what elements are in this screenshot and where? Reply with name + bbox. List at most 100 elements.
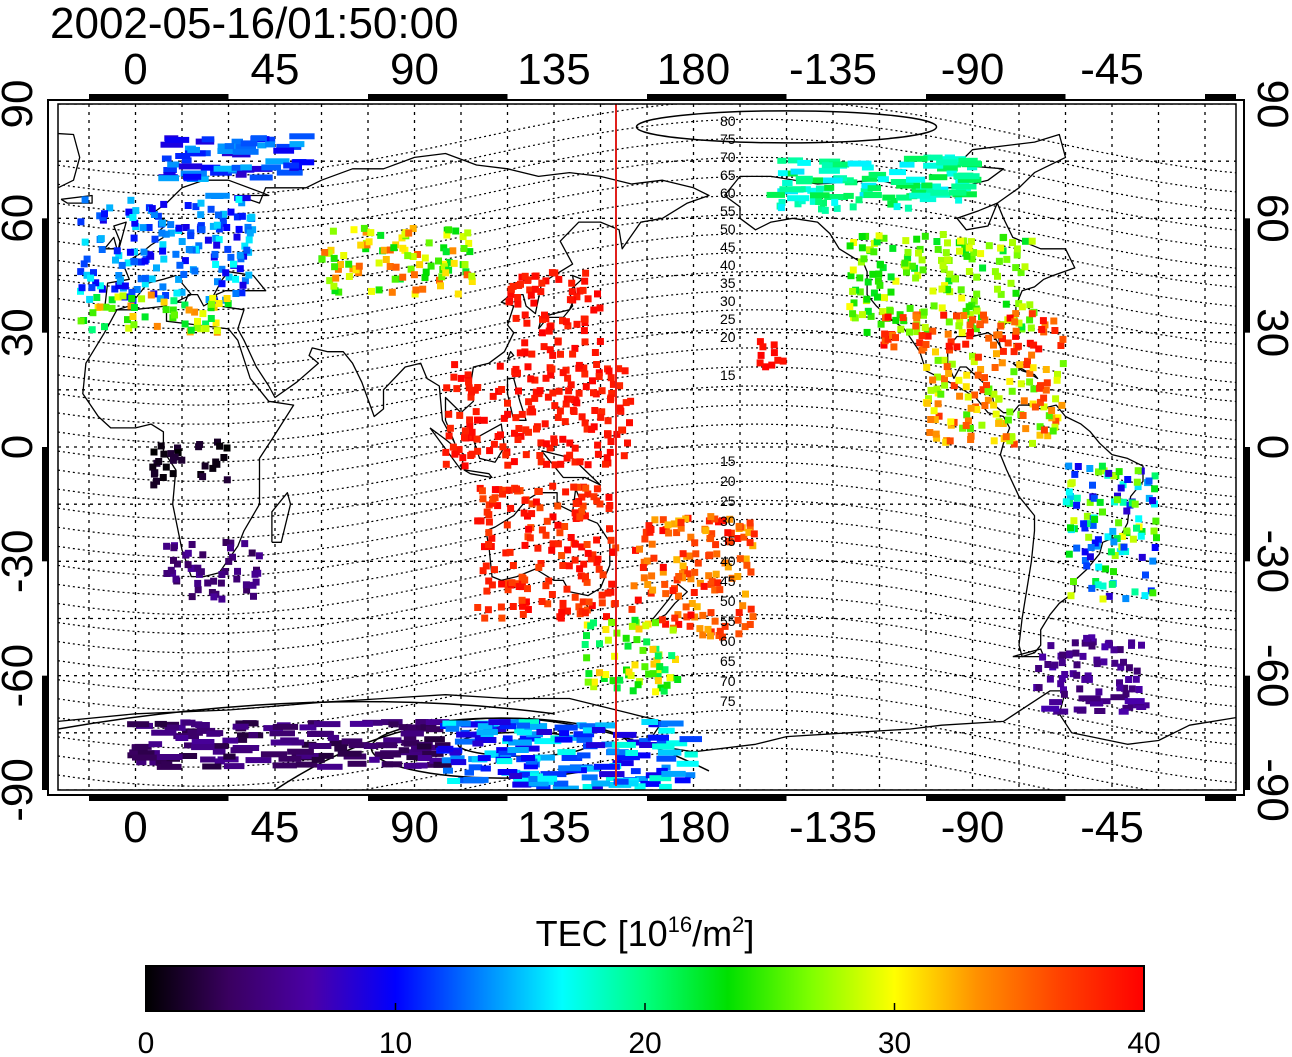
tec-point — [944, 239, 951, 247]
tec-point — [521, 541, 529, 549]
tec-point — [742, 590, 749, 598]
tec-point — [942, 249, 950, 257]
tec-point — [654, 677, 662, 685]
tec-point — [716, 586, 724, 594]
tec-point — [525, 525, 533, 533]
tec-point — [1133, 667, 1141, 675]
tec-point — [564, 607, 571, 615]
tec-point — [1105, 592, 1113, 600]
tec-point — [188, 541, 196, 548]
tec-point — [567, 534, 575, 541]
tec-point — [461, 427, 469, 435]
tec-point — [656, 740, 667, 746]
tec-point — [313, 721, 341, 728]
tec-point — [829, 161, 850, 168]
tec-point — [477, 755, 491, 762]
tec-point — [172, 250, 180, 258]
tec-point — [437, 282, 444, 290]
tec-point — [182, 719, 196, 726]
tec-point — [232, 148, 259, 155]
tec-point — [596, 304, 604, 312]
tec-point — [682, 515, 690, 523]
tec-point — [1021, 263, 1029, 271]
tec-point — [442, 248, 450, 256]
tec-point — [604, 417, 612, 425]
frame-bar — [647, 795, 787, 801]
tec-point — [1074, 463, 1082, 470]
tec-point — [1004, 416, 1012, 424]
tec-point — [965, 244, 973, 252]
tec-point — [156, 754, 183, 760]
tec-point — [248, 732, 258, 738]
tec-point — [899, 314, 907, 322]
tec-point — [511, 429, 518, 437]
inner-frame — [57, 103, 1237, 791]
tec-point — [349, 720, 373, 727]
tec-point — [508, 739, 532, 746]
tec-point — [562, 400, 570, 408]
tec-point — [879, 308, 887, 316]
tec-point — [241, 242, 249, 250]
tec-point — [509, 603, 517, 610]
tec-point — [210, 577, 218, 585]
tec-point — [855, 196, 863, 204]
tec-point — [562, 318, 570, 326]
tec-point — [605, 367, 613, 375]
tec-point — [1131, 588, 1139, 596]
tec-point — [613, 684, 621, 692]
tec-point — [1008, 433, 1016, 441]
tec-point — [136, 759, 147, 766]
tec-point — [404, 252, 412, 260]
frame-bar — [89, 94, 229, 100]
tec-point — [1090, 494, 1098, 502]
tec-point — [1071, 470, 1079, 478]
colorbar-tick-label: 20 — [628, 1027, 661, 1057]
tec-point — [1081, 675, 1089, 683]
tec-point — [657, 749, 682, 756]
tec-point — [585, 598, 593, 606]
tec-point — [1114, 492, 1121, 500]
tec-point — [232, 723, 249, 730]
tec-point — [1051, 661, 1059, 669]
tec-point — [962, 340, 970, 348]
tec-point — [777, 170, 788, 177]
tec-point — [847, 160, 872, 167]
tec-point — [401, 230, 409, 238]
tec-point — [108, 304, 116, 312]
tec-point — [348, 742, 370, 749]
tec-point — [679, 562, 687, 570]
tec-point — [214, 758, 225, 765]
tec-point — [933, 238, 941, 245]
tec-point — [579, 502, 587, 510]
tec-point — [514, 294, 522, 301]
tec-point — [946, 437, 954, 445]
magnetic-latitude-label: 30 — [720, 293, 736, 309]
tec-point — [566, 451, 574, 459]
tec-point — [1061, 671, 1069, 678]
tec-point — [327, 734, 340, 741]
tec-point — [1152, 517, 1160, 525]
tec-point — [129, 313, 137, 320]
tec-point — [576, 752, 591, 759]
tec-point — [923, 363, 931, 371]
tec-point — [1047, 642, 1055, 650]
tec-point — [295, 761, 318, 768]
coastline — [103, 236, 118, 250]
tec-point — [647, 734, 669, 741]
tec-point — [513, 776, 536, 783]
tec-point — [178, 288, 186, 296]
tec-point — [519, 735, 541, 742]
tec-point — [595, 373, 603, 380]
tec-point — [528, 780, 549, 787]
tec-point — [719, 633, 726, 641]
tec-point — [570, 483, 578, 491]
tec-point — [937, 165, 958, 172]
tec-point — [956, 392, 964, 400]
tec-point — [926, 189, 949, 196]
tec-point — [92, 279, 100, 287]
tec-point — [167, 221, 175, 229]
top-lon-tick: 180 — [657, 45, 730, 94]
tec-point — [1121, 684, 1128, 692]
magnetic-latitude-label: 80 — [720, 113, 736, 129]
tec-point — [474, 517, 482, 525]
